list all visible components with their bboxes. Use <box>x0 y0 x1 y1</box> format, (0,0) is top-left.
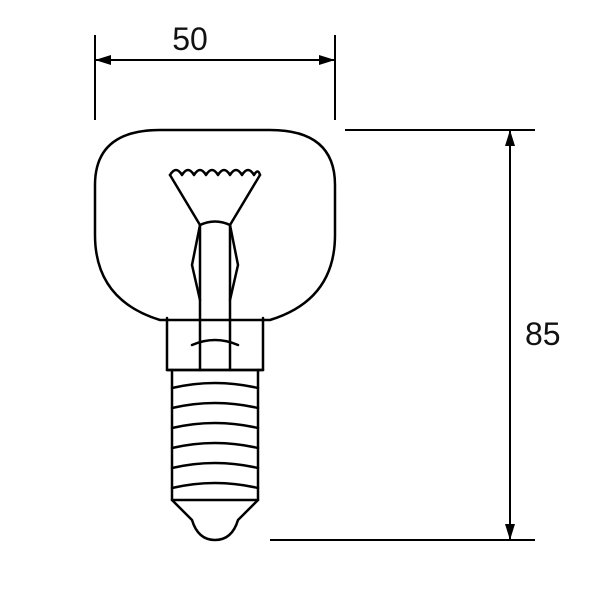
bulb-outline <box>95 130 335 540</box>
height-dimension: 85 <box>270 130 561 540</box>
width-dimension: 50 <box>95 21 335 120</box>
width-value: 50 <box>172 21 208 57</box>
height-value: 85 <box>525 316 561 352</box>
